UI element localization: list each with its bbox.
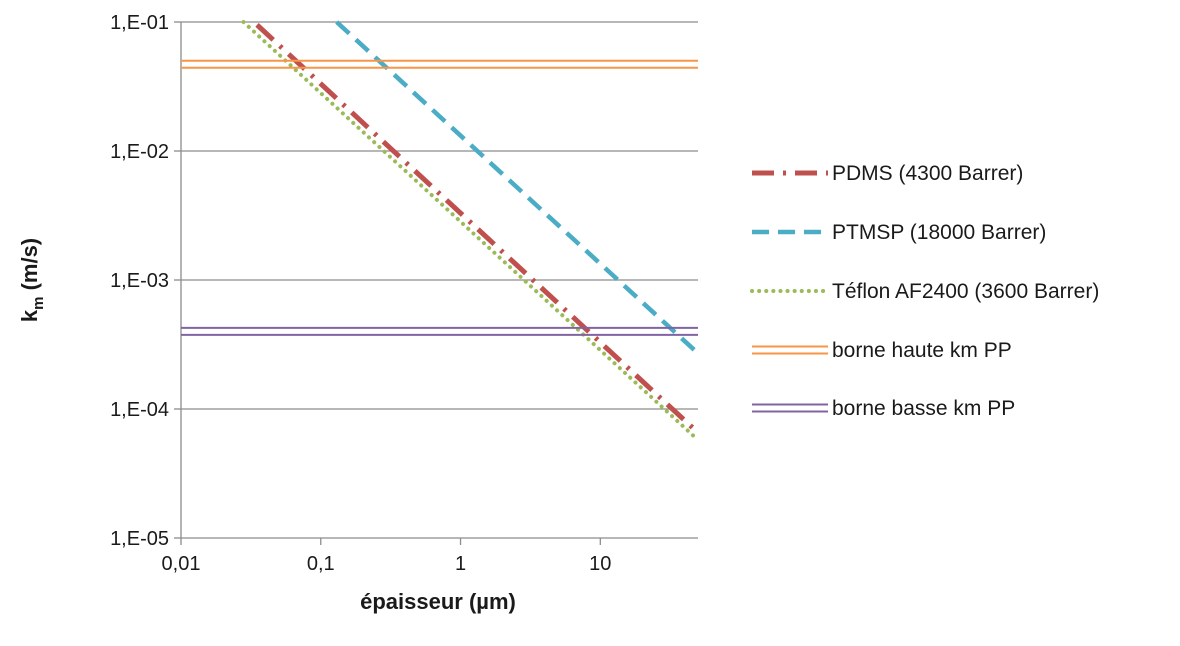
x-tick-label: 0,01 bbox=[162, 553, 201, 575]
legend-item-borne-basse-km-pp: borne basse km PP bbox=[752, 397, 1015, 420]
y-axis-title-subscript: m bbox=[30, 297, 47, 310]
series-borne-basse-km-pp bbox=[181, 326, 698, 336]
series-borne-haute-km-pp bbox=[181, 59, 698, 69]
legend-item-borne-haute-km-pp: borne haute km PP bbox=[752, 339, 1012, 362]
legend-item-borne-basse-km-pp-label: borne basse km PP bbox=[832, 397, 1015, 420]
legend-item-borne-haute-km-pp-label: borne haute km PP bbox=[832, 339, 1012, 362]
x-tick-label: 1 bbox=[455, 553, 466, 575]
y-tick-label: 1,E-02 bbox=[110, 141, 169, 163]
series-teflon-af2400-3600-barrer-line bbox=[241, 20, 700, 443]
x-tick-label: 0,1 bbox=[307, 553, 335, 575]
series-ptmsp-18000-barrer-line bbox=[335, 20, 700, 356]
series-pdms-4300-barrer bbox=[255, 23, 700, 435]
y-tick-label: 1,E-03 bbox=[110, 270, 169, 292]
x-axis-title: épaisseur (µm) bbox=[360, 589, 516, 614]
y-axis-title-main: k bbox=[17, 309, 42, 322]
legend-item-teflon-af2400-3600-barrer-label: Téflon AF2400 (3600 Barrer) bbox=[832, 280, 1099, 303]
series-ptmsp-18000-barrer bbox=[335, 20, 700, 356]
legend-item-teflon-af2400-3600-barrer: Téflon AF2400 (3600 Barrer) bbox=[750, 280, 1099, 303]
y-axis-title-unit: (m/s) bbox=[17, 238, 42, 297]
series-teflon-af2400-3600-barrer bbox=[241, 20, 700, 443]
series-pdms-4300-barrer-line bbox=[255, 23, 700, 435]
legend-item-pdms-4300-barrer-label: PDMS (4300 Barrer) bbox=[832, 162, 1023, 185]
legend-item-ptmsp-18000-barrer-label: PTMSP (18000 Barrer) bbox=[832, 221, 1046, 244]
y-axis-title: km (m/s) bbox=[17, 238, 47, 322]
y-tick-label: 1,E-04 bbox=[110, 399, 169, 421]
y-tick-label: 1,E-05 bbox=[110, 528, 169, 550]
legend-item-pdms-4300-barrer: PDMS (4300 Barrer) bbox=[752, 162, 1023, 185]
legend: PDMS (4300 Barrer) PTMSP (18000 Barrer) Té… bbox=[750, 162, 1099, 420]
legend-item-ptmsp-18000-barrer: PTMSP (18000 Barrer) bbox=[752, 221, 1046, 244]
y-tick-label: 1,E-01 bbox=[110, 12, 169, 34]
x-tick-label: 10 bbox=[589, 553, 611, 575]
